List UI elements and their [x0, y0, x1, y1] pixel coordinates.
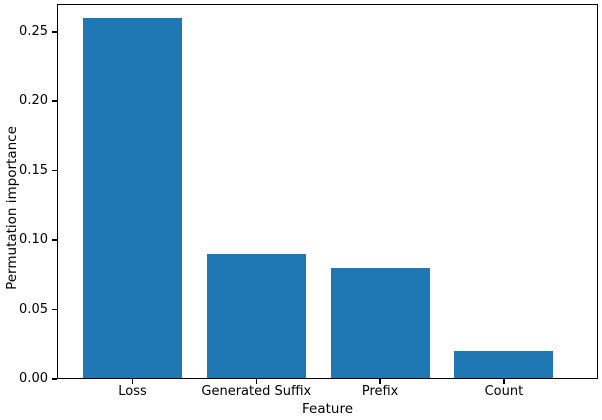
y-axis-label: Permutation importance — [4, 126, 20, 290]
x-tick-label: Count — [484, 384, 524, 399]
y-tick-label: 0.00 — [19, 370, 48, 386]
y-tick-mark — [52, 378, 57, 380]
plot-area — [57, 4, 598, 379]
y-tick-mark — [52, 100, 57, 102]
x-tick-mark — [379, 379, 381, 384]
y-tick-label: 0.05 — [19, 301, 48, 317]
y-tick-label: 0.25 — [19, 23, 48, 39]
bar-prefix — [330, 267, 430, 379]
bar-count — [454, 351, 554, 379]
y-tick-label: 0.15 — [19, 162, 48, 178]
x-tick-mark — [131, 379, 134, 384]
bar-generated-suffix — [206, 254, 306, 379]
x-axis-label: Feature — [301, 401, 354, 417]
y-tick-mark — [52, 308, 57, 311]
y-tick-mark — [52, 31, 57, 33]
y-tick-label: 0.10 — [19, 231, 48, 247]
x-tick-label: Generated Suffix — [201, 384, 312, 399]
y-tick-mark — [52, 239, 57, 241]
bar-loss — [82, 17, 183, 379]
y-tick-mark — [52, 169, 57, 172]
x-tick-mark — [503, 379, 505, 384]
y-tick-label: 0.20 — [19, 93, 48, 109]
x-tick-label: Prefix — [361, 384, 399, 399]
x-tick-mark — [255, 379, 258, 384]
x-tick-label: Loss — [118, 384, 147, 399]
